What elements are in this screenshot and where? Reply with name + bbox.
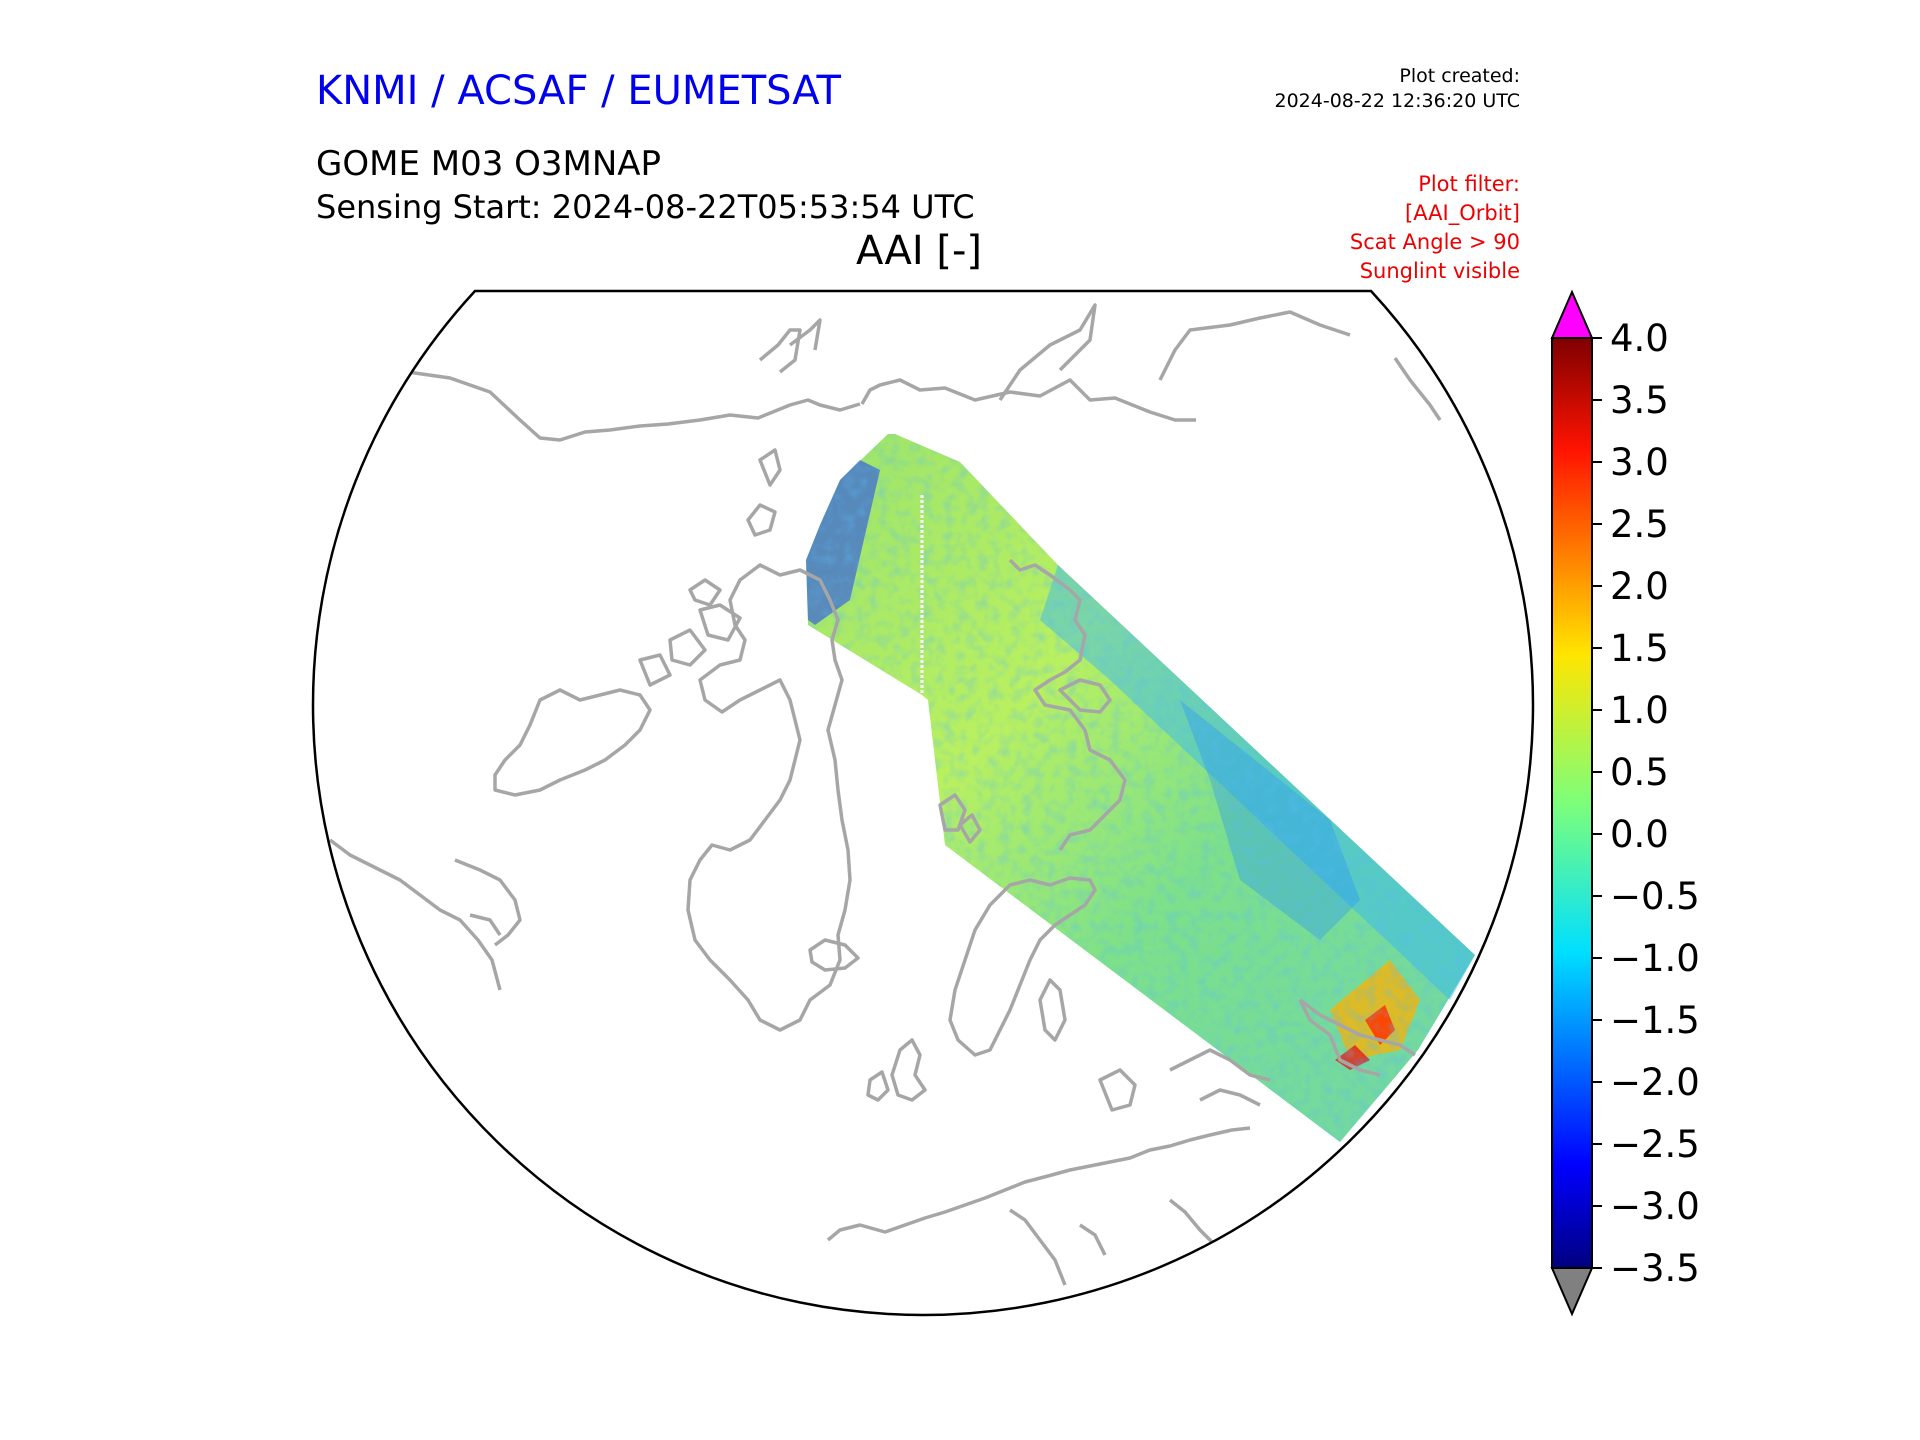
plot-created-label: Plot created: bbox=[1399, 65, 1520, 87]
colorbar-tick-label: 3.5 bbox=[1610, 379, 1669, 422]
colorbar-tick-label: 0.0 bbox=[1610, 813, 1669, 856]
coastlines bbox=[328, 303, 1442, 1286]
colorbar-ticks: 4.0 3.5 3.0 2.5 2.0 1.5 1.0 0.5 0.0 −0.5 −1.0 −1.5 −… bbox=[1592, 317, 1700, 1290]
colorbar-tick-label: −3.5 bbox=[1610, 1247, 1700, 1290]
plot-filter-title: Plot filter: bbox=[1418, 172, 1520, 196]
colorbar-tick-label: −1.5 bbox=[1610, 999, 1700, 1042]
colorbar-tick-label: 0.5 bbox=[1610, 751, 1669, 794]
aai-swath bbox=[806, 434, 1475, 1142]
plot-filter-line: Scat Angle > 90 bbox=[1349, 230, 1520, 254]
variable-title: AAI [-] bbox=[856, 228, 982, 274]
colorbar-gradient bbox=[1551, 337, 1593, 1269]
colorbar-under-arrow bbox=[1550, 1267, 1594, 1317]
colorbar-over-arrow bbox=[1550, 289, 1594, 339]
colorbar-tick-label: −1.0 bbox=[1610, 937, 1700, 980]
plot-created-time: 2024-08-22 12:36:20 UTC bbox=[1274, 90, 1521, 112]
colorbar-tick-label: 3.0 bbox=[1610, 441, 1669, 484]
map-frame bbox=[311, 289, 1535, 1317]
colorbar-tick-label: 2.5 bbox=[1610, 503, 1669, 546]
colorbar-tick-label: 1.5 bbox=[1610, 627, 1669, 670]
colorbar-tick-label: −0.5 bbox=[1610, 875, 1700, 918]
sensing-start: Sensing Start: 2024-08-22T05:53:54 UTC bbox=[316, 188, 975, 226]
colorbar-tick-label: −2.5 bbox=[1610, 1123, 1700, 1166]
colorbar-tick-label: 2.0 bbox=[1610, 565, 1669, 608]
colorbar-tick-label: −2.0 bbox=[1610, 1061, 1700, 1104]
colorbar-tick-label: 4.0 bbox=[1610, 317, 1669, 360]
map-area bbox=[328, 303, 1475, 1286]
plot-filter-line: [AAI_Orbit] bbox=[1405, 201, 1520, 225]
organization-title: KNMI / ACSAF / EUMETSAT bbox=[316, 68, 841, 114]
product-title: GOME M03 O3MNAP bbox=[316, 144, 662, 184]
plot-created-info: Plot created: 2024-08-22 12:36:20 UTC bbox=[1275, 64, 1521, 114]
plot-filter-line: Sunglint visible bbox=[1359, 259, 1520, 283]
colorbar-tick-label: −3.0 bbox=[1610, 1185, 1700, 1228]
colorbar-tick-label: 1.0 bbox=[1610, 689, 1669, 732]
plot-filter: Plot filter: [AAI_Orbit] Scat Angle > 90… bbox=[1350, 170, 1520, 286]
